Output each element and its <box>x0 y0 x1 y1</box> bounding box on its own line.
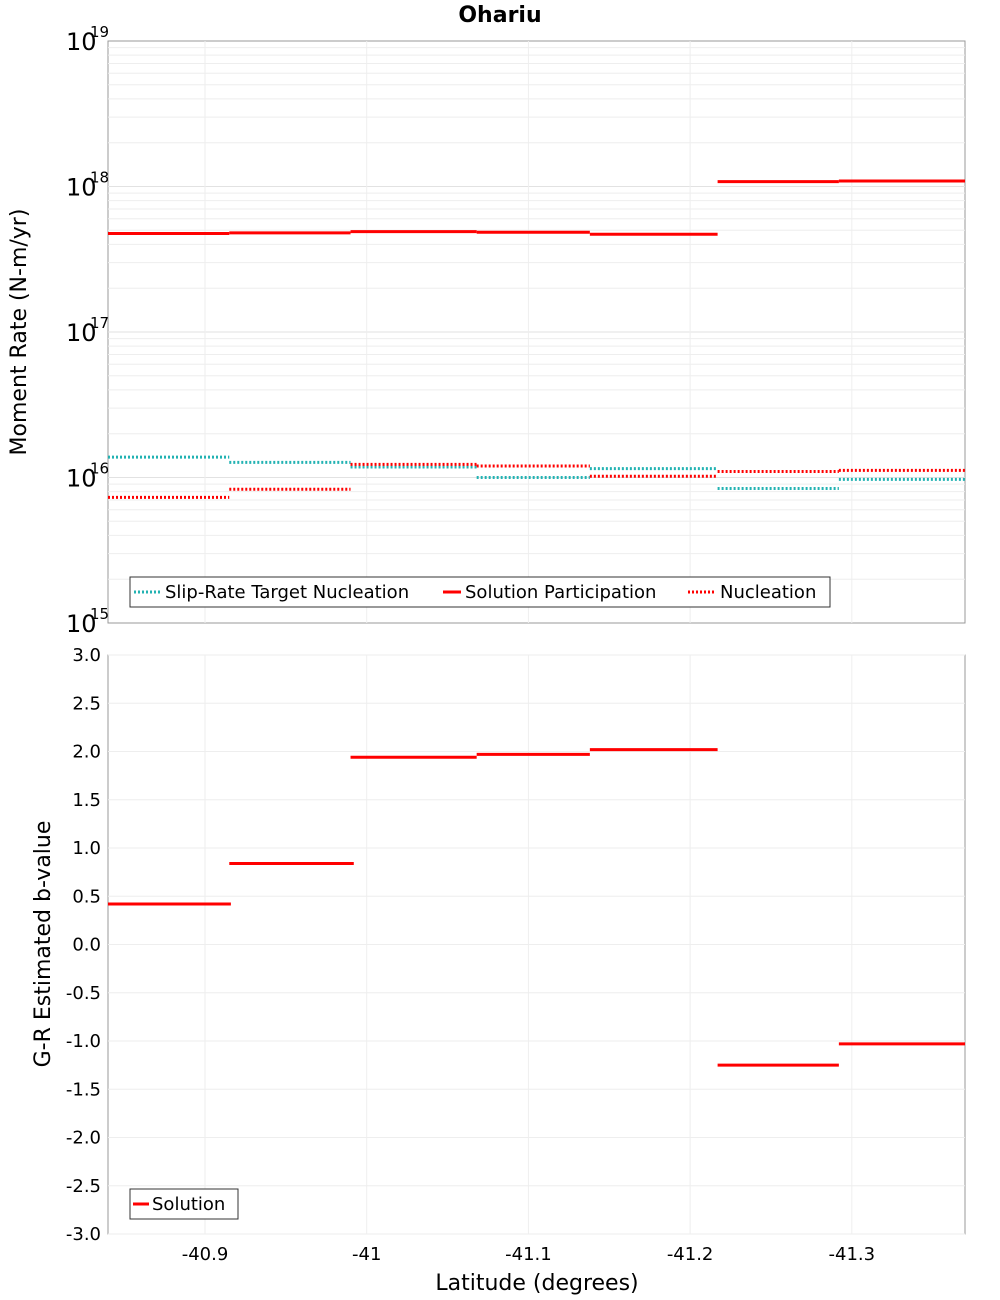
series-slip-rate-target-nucleation <box>108 455 965 491</box>
legend-label-solution: Solution <box>152 1194 225 1215</box>
bottom-panel: 3.0 2.5 2.0 1.5 1.0 0.5 0.0 -0.5 -1.0 -1.5 -2.0 -2.… <box>31 645 966 1296</box>
bottom-y-tick-label: 1.0 <box>72 838 101 859</box>
legend-label-nucleation: Nucleation <box>720 582 816 603</box>
bottom-y-axis-label: G-R Estimated b-value <box>31 821 56 1068</box>
top-y-tick-exponent: 17 <box>90 314 109 332</box>
top-legend: Slip-Rate Target Nucleation Solution Par… <box>129 576 831 608</box>
bottom-y-tick-label: 3.0 <box>72 645 101 666</box>
bottom-y-tick-label: 1.5 <box>72 790 101 811</box>
bottom-y-tick-label: -2.5 <box>66 1176 101 1197</box>
legend-label-solution-participation: Solution Participation <box>465 582 656 603</box>
top-y-tick-base: 10 <box>66 319 97 347</box>
bottom-y-tick-label: -2.0 <box>66 1128 101 1149</box>
bottom-y-tick-label: 0.0 <box>72 935 101 956</box>
series-solution-participation <box>108 179 965 236</box>
x-axis-label: Latitude (degrees) <box>435 1271 638 1296</box>
top-y-tick-base: 10 <box>66 174 97 202</box>
top-y-tick-exponent: 19 <box>90 23 109 41</box>
bottom-y-tick-label: -3.0 <box>66 1224 101 1245</box>
bottom-x-tick-labels: -40.9 -41 -41.1 -41.2 -41.3 <box>182 1244 875 1265</box>
series-nucleation <box>108 462 965 499</box>
x-tick-label: -41.1 <box>505 1244 552 1265</box>
bottom-y-tick-label: -1.5 <box>66 1079 101 1100</box>
chart-title: Ohariu <box>458 3 541 28</box>
top-y-axis-label: Moment Rate (N-m/yr) <box>7 209 32 456</box>
top-y-tick-base: 10 <box>66 465 97 493</box>
x-tick-label: -41 <box>352 1244 381 1265</box>
bottom-y-tick-label: 0.5 <box>72 886 101 907</box>
top-y-tick-base: 10 <box>66 610 97 638</box>
x-tick-label: -41.3 <box>829 1244 876 1265</box>
legend-label-slip-rate-target: Slip-Rate Target Nucleation <box>165 582 409 603</box>
top-y-tick-exponent: 15 <box>90 605 109 623</box>
bottom-y-tick-label: -1.0 <box>66 1031 101 1052</box>
x-tick-label: -40.9 <box>182 1244 229 1265</box>
bottom-y-tick-labels: 3.0 2.5 2.0 1.5 1.0 0.5 0.0 -0.5 -1.0 -1.5 -2.0 -2.… <box>66 645 101 1245</box>
top-y-tick-exponent: 16 <box>90 460 109 478</box>
bottom-y-tick-label: 2.0 <box>72 742 101 763</box>
bottom-y-tick-label: 2.5 <box>72 693 101 714</box>
bottom-series-group <box>108 748 965 1067</box>
series-solution <box>108 748 965 1067</box>
bottom-legend: Solution <box>129 1188 239 1220</box>
top-series-group <box>108 179 965 499</box>
x-tick-label: -41.2 <box>667 1244 714 1265</box>
bottom-grid <box>108 654 965 1235</box>
bottom-y-tick-label: -0.5 <box>66 983 101 1004</box>
top-y-tick-base: 10 <box>66 28 97 56</box>
top-y-tick-exponent: 18 <box>90 169 109 187</box>
